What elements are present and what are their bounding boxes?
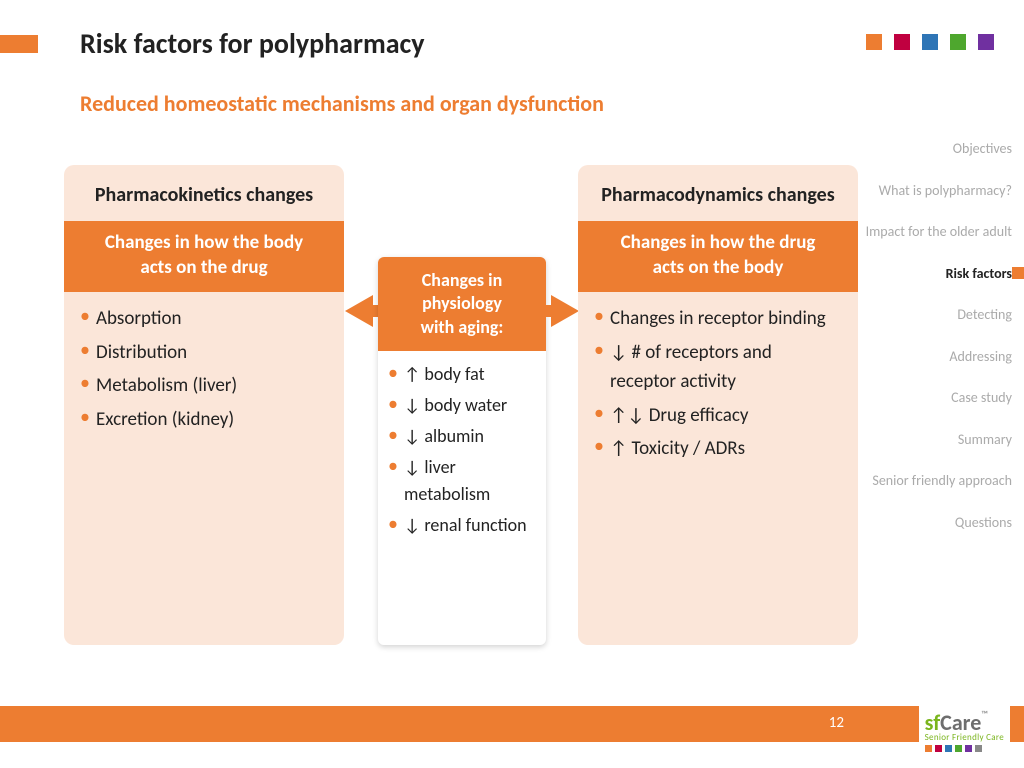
panel-mid-list: ↑ body fat ↓ body water ↓ albumin ↓ liver m… (378, 351, 546, 553)
logo-dot (965, 745, 972, 752)
corner-square (922, 34, 938, 50)
nav-item[interactable]: Detecting (862, 306, 1012, 324)
nav-item[interactable]: Senior friendly approach (862, 472, 1012, 490)
nav-item[interactable]: Case study (862, 389, 1012, 407)
logo-dot (955, 745, 962, 752)
logo-tagline: Senior Friendly Care (925, 732, 1004, 743)
title-accent-bar (0, 35, 38, 53)
panel-mid-sub-l2: with aging: (421, 316, 504, 338)
panel-physiology: Changes in physiology with aging: ↑ body… (378, 257, 546, 645)
corner-square (978, 34, 994, 50)
nav-item[interactable]: Risk factors (862, 265, 1012, 283)
list-item: Absorption (80, 304, 328, 333)
panel-left-sub-l1: Changes in how the body (105, 231, 303, 254)
logo-dot (935, 745, 942, 752)
page-number: 12 (829, 714, 844, 732)
panel-left-list: Absorption Distribution Metabolism (liver)… (64, 292, 344, 450)
list-item: ↑ body fat (388, 361, 536, 388)
nav-item[interactable]: Impact for the older adult (862, 223, 1012, 241)
nav-item[interactable]: Summary (862, 431, 1012, 449)
panel-mid-sub-l1: Changes in physiology (422, 269, 502, 314)
panel-mid-sub: Changes in physiology with aging: (378, 257, 546, 351)
list-item: Metabolism (liver) (80, 371, 328, 400)
nav-item[interactable]: Objectives (862, 140, 1012, 158)
panel-left-sub-l2: acts on the drug (140, 256, 267, 279)
list-item: ↓ renal function (388, 512, 536, 539)
list-item: ↓ # of receptors and receptor activity (594, 338, 842, 397)
corner-square (950, 34, 966, 50)
panel-pharmacodynamics: Pharmacodynamics changes Changes in how … (578, 165, 858, 645)
corner-square (894, 34, 910, 50)
slide-subtitle: Reduced homeostatic mechanisms and organ… (80, 90, 604, 117)
list-item: Changes in receptor binding (594, 304, 842, 333)
corner-square (866, 34, 882, 50)
list-item: Excretion (kidney) (80, 405, 328, 434)
panel-left-sub: Changes in how the body acts on the drug (64, 221, 344, 292)
panel-right-sub-l1: Changes in how the drug (621, 231, 816, 254)
list-item: ↓ liver metabolism (388, 454, 536, 508)
nav-item[interactable]: Addressing (862, 348, 1012, 366)
logo-dot (975, 745, 982, 752)
section-nav: Objectives What is polypharmacy? Impact fo… (862, 140, 1012, 555)
logo-dots (925, 745, 1004, 752)
arrow-left-icon (345, 295, 373, 327)
panel-right-sub: Changes in how the drug acts on the body (578, 221, 858, 292)
logo-dot (945, 745, 952, 752)
logo-dot (925, 745, 932, 752)
arrow-right-icon (551, 295, 579, 327)
panel-right-list: Changes in receptor binding ↓ # of recept… (578, 292, 858, 479)
list-item: ↑↓ Drug efficacy (594, 401, 842, 430)
panel-left-title: Pharmacokinetics changes (64, 165, 344, 221)
footer-bar: 12 (0, 706, 1024, 742)
list-item: ↓ body water (388, 392, 536, 419)
logo-tm: ™ (981, 709, 987, 720)
list-item: Distribution (80, 338, 328, 367)
slide-title: Risk factors for polypharmacy (80, 26, 425, 61)
list-item: ↑ Toxicity / ADRs (594, 434, 842, 463)
nav-item[interactable]: What is polypharmacy? (862, 182, 1012, 200)
sfcare-logo: sfCare™ Senior Friendly Care (919, 705, 1010, 754)
corner-color-squares (866, 34, 994, 50)
panel-right-title: Pharmacodynamics changes (578, 165, 858, 221)
panel-right-sub-l2: acts on the body (653, 256, 784, 279)
diagram-area: Pharmacokinetics changes Changes in how … (64, 165, 864, 645)
list-item: ↓ albumin (388, 423, 536, 450)
nav-item[interactable]: Questions (862, 514, 1012, 532)
panel-pharmacokinetics: Pharmacokinetics changes Changes in how … (64, 165, 344, 645)
